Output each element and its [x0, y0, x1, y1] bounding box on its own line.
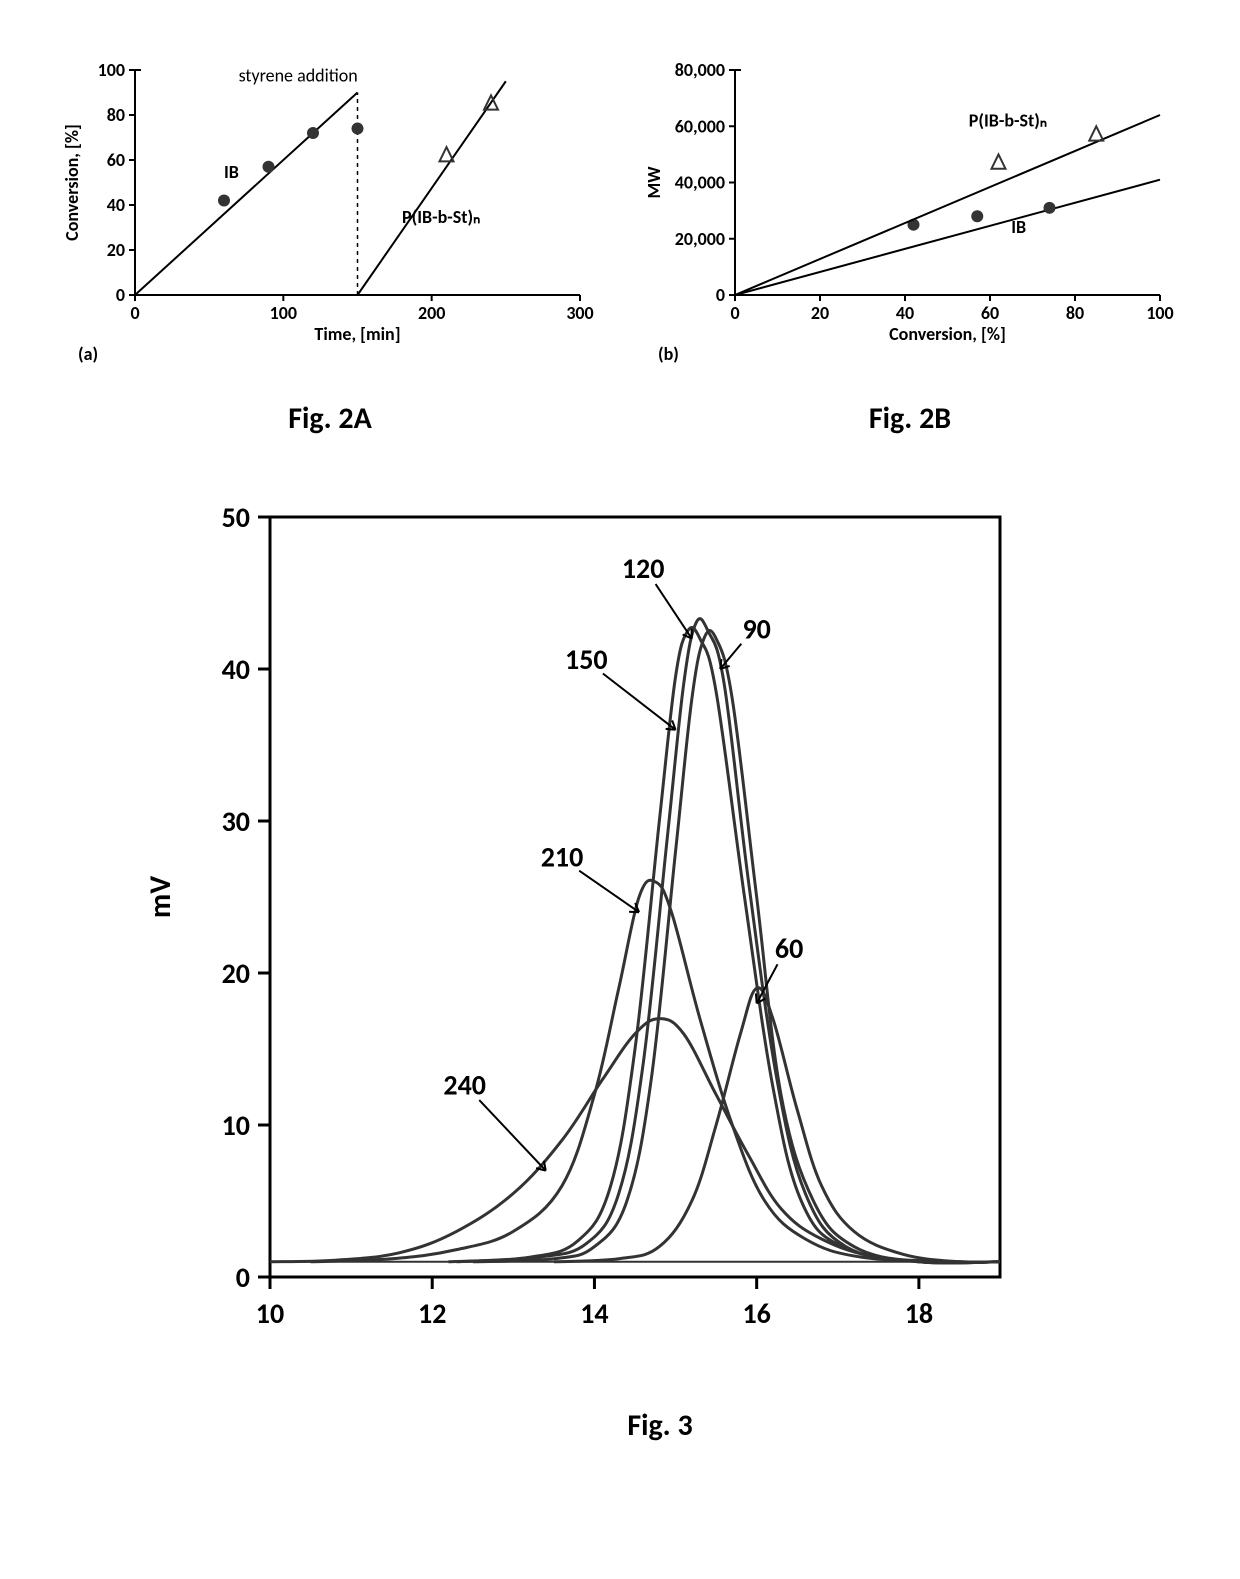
svg-text:100: 100	[1146, 302, 1173, 324]
svg-text:210: 210	[541, 840, 584, 875]
svg-text:40: 40	[896, 302, 914, 324]
svg-text:14: 14	[580, 1296, 608, 1331]
fig3-chart: 101214161801020304050mV6090120150210240	[140, 477, 1040, 1377]
svg-text:20: 20	[811, 302, 829, 324]
svg-text:12: 12	[418, 1296, 446, 1331]
svg-text:16: 16	[742, 1296, 770, 1331]
svg-text:200: 200	[418, 302, 445, 324]
svg-text:240: 240	[443, 1068, 486, 1103]
svg-text:100: 100	[270, 302, 297, 324]
svg-text:20: 20	[107, 239, 125, 261]
svg-text:0: 0	[730, 302, 739, 324]
fig3-panel: 101214161801020304050mV6090120150210240 …	[0, 437, 1240, 1444]
svg-text:20: 20	[222, 956, 250, 991]
svg-text:Time, [min]: Time, [min]	[314, 323, 400, 345]
svg-text:50: 50	[222, 500, 250, 535]
svg-text:P(IB-b-St)ₙ: P(IB-b-St)ₙ	[402, 206, 480, 228]
svg-text:MW: MW	[643, 166, 665, 199]
fig2b-caption: Fig. 2B	[640, 400, 1180, 437]
fig2b-panel: 0 20 40 60 80 100 0 20,000 40,000 60,000 80,000 Con…	[640, 50, 1180, 370]
svg-text:Conversion, [%]: Conversion, [%]	[889, 323, 1006, 345]
svg-text:10: 10	[222, 1108, 250, 1143]
svg-text:40,000: 40,000	[675, 172, 725, 194]
svg-text:0: 0	[116, 284, 125, 306]
fig2a-chart: 0 100 200 300 0 20 40 60 80 100 Time, [min] Convers…	[60, 50, 600, 370]
svg-text:150: 150	[565, 642, 608, 677]
svg-text:300: 300	[566, 302, 593, 324]
svg-text:0: 0	[236, 1260, 250, 1295]
svg-text:80: 80	[107, 104, 125, 126]
svg-text:18: 18	[905, 1296, 933, 1331]
fig2b-chart: 0 20 40 60 80 100 0 20,000 40,000 60,000 80,000 Con…	[640, 50, 1180, 370]
svg-text:120: 120	[622, 551, 665, 586]
fig2a-panel: 0 100 200 300 0 20 40 60 80 100 Time, [min] Convers…	[60, 50, 600, 370]
svg-text:(a): (a)	[78, 343, 98, 365]
svg-text:60: 60	[981, 302, 999, 324]
svg-text:100: 100	[98, 59, 125, 81]
svg-text:60,000: 60,000	[675, 115, 725, 137]
svg-text:90: 90	[742, 612, 770, 647]
svg-text:20,000: 20,000	[675, 228, 725, 250]
svg-text:0: 0	[130, 302, 139, 324]
svg-text:60: 60	[107, 149, 125, 171]
svg-text:IB: IB	[1011, 216, 1026, 238]
svg-text:(b): (b)	[658, 343, 679, 365]
svg-text:P(IB-b-St)ₙ: P(IB-b-St)ₙ	[969, 109, 1047, 131]
svg-text:60: 60	[775, 931, 803, 966]
svg-text:styrene addition: styrene addition	[239, 64, 358, 86]
svg-text:80,000: 80,000	[675, 59, 725, 81]
svg-text:40: 40	[107, 194, 125, 216]
svg-text:10: 10	[256, 1296, 284, 1331]
svg-text:IB: IB	[224, 161, 239, 183]
svg-text:Conversion, [%]: Conversion, [%]	[61, 124, 83, 241]
svg-text:30: 30	[222, 804, 250, 839]
svg-text:80: 80	[1066, 302, 1084, 324]
svg-text:mV: mV	[142, 876, 179, 918]
svg-text:0: 0	[716, 284, 725, 306]
fig2a-caption: Fig. 2A	[60, 400, 600, 437]
fig3-caption: Fig. 3	[140, 1407, 1180, 1444]
svg-text:40: 40	[222, 652, 250, 687]
